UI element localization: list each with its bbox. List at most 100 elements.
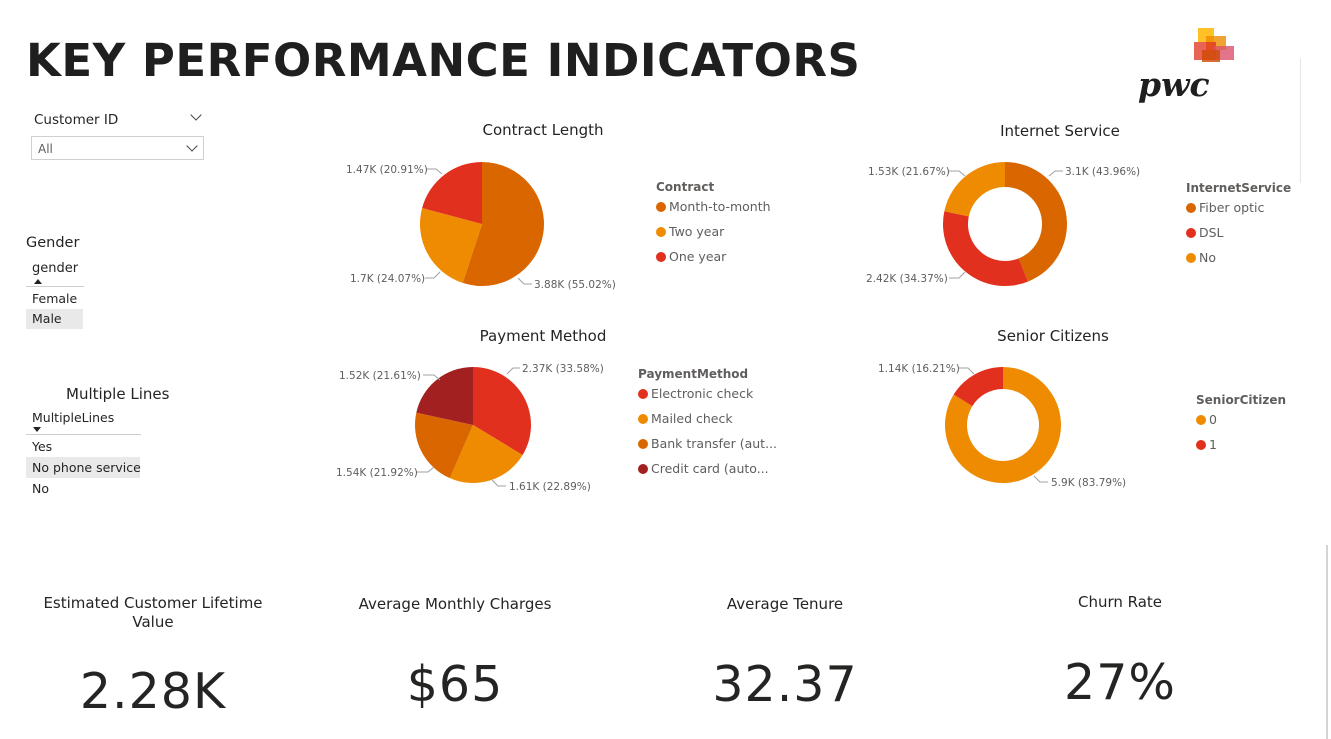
legend-dot-icon	[1186, 252, 1196, 263]
pie-slice[interactable]	[943, 211, 1028, 286]
sort-up-icon[interactable]	[34, 279, 42, 284]
contract-data-label: 1.47K (20.91%)	[346, 164, 428, 176]
contract-chart-title: Contract Length	[482, 121, 604, 139]
contract-legend: Contract Month-to-month Two year One yea…	[656, 180, 771, 269]
pie-slice[interactable]	[953, 367, 1003, 407]
payment-pie-chart[interactable]: 1.52K (21.61%) 1.54K (21.92%) 2.37K (33.…	[330, 355, 640, 505]
legend-item[interactable]: Fiber optic	[1186, 195, 1291, 220]
senior-legend: SeniorCitizen 0 1	[1196, 393, 1286, 457]
legend-item[interactable]: Two year	[656, 219, 771, 244]
payment-data-label: 1.61K (22.89%)	[509, 481, 591, 493]
pie-slice[interactable]	[449, 425, 523, 483]
pie-slice[interactable]	[416, 367, 473, 425]
legend-label: Mailed check	[651, 411, 733, 426]
gender-option-female[interactable]: Female	[32, 291, 78, 306]
kpi-label: Average Tenure	[726, 595, 844, 613]
kpi-label: Churn Rate	[1077, 593, 1163, 611]
legend-label: Two year	[669, 224, 725, 239]
internet-donut-chart[interactable]: 1.53K (21.67%) 2.42K (34.37%) 3.1K (43.9…	[855, 150, 1165, 300]
legend-label: No	[1199, 250, 1216, 265]
legend-item[interactable]: Month-to-month	[656, 194, 771, 219]
legend-label: DSL	[1199, 225, 1224, 240]
kpi-value: 32.37	[712, 656, 858, 713]
pie-slice[interactable]	[422, 162, 482, 224]
divider	[26, 286, 84, 287]
legend-item[interactable]: 1	[1196, 432, 1286, 457]
legend-dot-icon	[656, 201, 666, 212]
legend-dot-icon	[638, 463, 648, 474]
legend-item[interactable]: Electronic check	[638, 381, 777, 406]
pie-slice[interactable]	[462, 162, 544, 286]
payment-data-label: 1.54K (21.92%)	[336, 467, 418, 479]
legend-dot-icon	[656, 226, 666, 237]
legend-item[interactable]: No	[1186, 245, 1291, 270]
legend-dot-icon	[1196, 439, 1206, 450]
internet-data-label: 1.53K (21.67%)	[868, 166, 950, 178]
contract-data-label: 1.7K (24.07%)	[350, 273, 425, 285]
senior-legend-title: SeniorCitizen	[1196, 393, 1287, 407]
contract-pie-chart[interactable]: 1.47K (20.91%) 1.7K (24.07%) 3.88K (55.0…	[330, 150, 640, 300]
senior-data-label: 1.14K (16.21%)	[878, 363, 960, 375]
legend-dot-icon	[638, 413, 648, 424]
internet-legend: InternetService Fiber optic DSL No	[1186, 181, 1291, 270]
senior-chart-title: Senior Citizens	[997, 327, 1109, 345]
legend-item[interactable]: DSL	[1186, 220, 1291, 245]
gender-option-male[interactable]: Male	[26, 309, 83, 329]
gender-list: Female Male	[26, 289, 83, 329]
legend-dot-icon	[656, 251, 666, 262]
sort-down-icon[interactable]	[33, 427, 41, 432]
payment-legend-title: PaymentMethod	[638, 367, 749, 381]
legend-dot-icon	[1186, 202, 1196, 213]
contract-data-label: 3.88K (55.02%)	[534, 279, 616, 291]
legend-label: 1	[1209, 437, 1217, 452]
payment-data-label: 1.52K (21.61%)	[339, 370, 421, 382]
multiple-lines-option-yes[interactable]: Yes	[32, 439, 53, 454]
kpi-value: 2.28K	[79, 663, 227, 720]
legend-label: Electronic check	[651, 386, 754, 401]
legend-item[interactable]: One year	[656, 244, 771, 269]
multiple-lines-slicer-header[interactable]: MultipleLines	[32, 410, 115, 425]
customer-id-dropdown[interactable]: All	[31, 136, 204, 160]
multiple-lines-option-no-phone-service[interactable]: No phone service	[26, 457, 141, 478]
customer-id-selected-value: All	[38, 142, 53, 156]
legend-item[interactable]: Mailed check	[638, 406, 777, 431]
pwc-logo-text: pwc	[1138, 65, 1210, 104]
internet-data-label: 3.1K (43.96%)	[1065, 166, 1140, 178]
divider	[1326, 545, 1328, 739]
internet-data-label: 2.42K (34.37%)	[866, 273, 948, 285]
legend-label: Bank transfer (aut...	[651, 436, 777, 451]
senior-donut-chart[interactable]: 1.14K (16.21%) 5.9K (83.79%)	[855, 355, 1165, 505]
kpi-label: Average Monthly Charges	[358, 595, 552, 613]
page-title: KEY PERFORMANCE INDICATORS	[26, 34, 861, 87]
internet-legend-title: InternetService	[1186, 181, 1292, 195]
pie-slice[interactable]	[1005, 162, 1067, 282]
legend-label: 0	[1209, 412, 1217, 427]
chevron-down-icon[interactable]	[190, 109, 202, 121]
contract-legend-title: Contract	[656, 180, 715, 194]
pwc-logo: pwc	[1138, 28, 1234, 104]
pie-slice[interactable]	[415, 412, 473, 479]
legend-label: Fiber optic	[1199, 200, 1265, 215]
gender-slicer-header[interactable]: gender	[32, 261, 79, 276]
pie-slice[interactable]	[945, 367, 1061, 483]
pie-slice[interactable]	[473, 367, 531, 456]
divider	[26, 434, 141, 435]
legend-dot-icon	[1196, 414, 1206, 425]
multiple-lines-slicer-title: Multiple Lines	[66, 385, 170, 403]
divider	[1300, 58, 1301, 183]
legend-dot-icon	[638, 438, 648, 449]
kpi-label: Estimated Customer Lifetime Value	[43, 594, 263, 631]
internet-chart-title: Internet Service	[1000, 122, 1120, 140]
pie-slice[interactable]	[944, 162, 1005, 217]
payment-chart-title: Payment Method	[479, 327, 607, 345]
multiple-lines-option-no[interactable]: No	[32, 481, 49, 496]
legend-label: Month-to-month	[669, 199, 771, 214]
kpi-value: $65	[406, 656, 504, 713]
customer-id-slicer-label: Customer ID	[34, 112, 119, 128]
pie-slice[interactable]	[420, 208, 482, 283]
legend-item[interactable]: Bank transfer (aut...	[638, 431, 777, 456]
chevron-down-icon[interactable]	[186, 140, 198, 152]
legend-label: Credit card (auto...	[651, 461, 769, 476]
legend-item[interactable]: 0	[1196, 407, 1286, 432]
legend-item[interactable]: Credit card (auto...	[638, 456, 777, 481]
